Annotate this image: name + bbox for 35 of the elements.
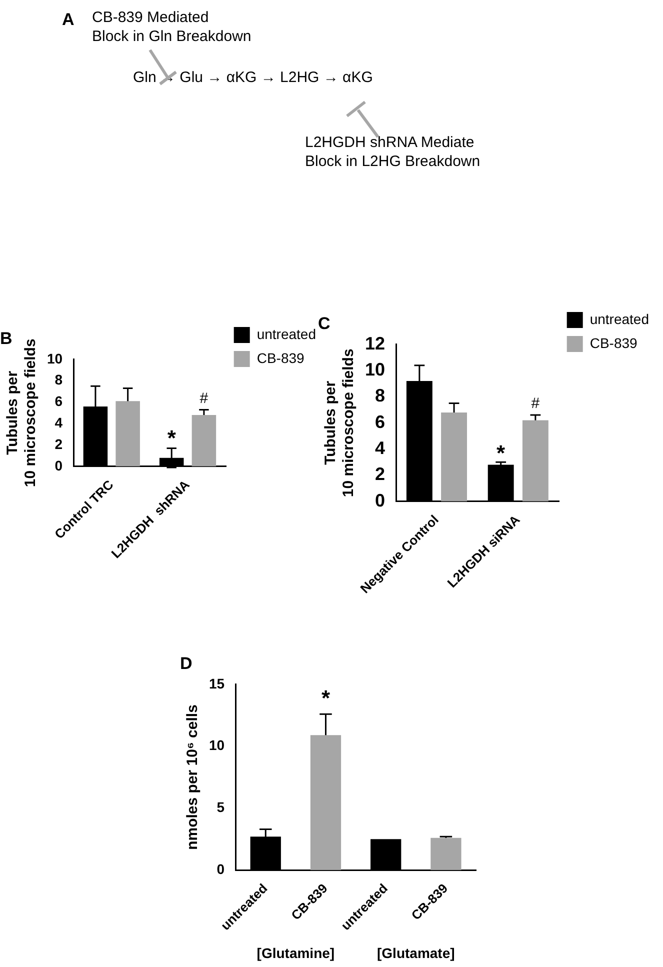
legend-label: CB-839 [256,350,305,366]
y-axis-title: nmoles per 10⁶ cells [184,704,202,850]
text: CB-839 Mediated Block in Gln Breakdown [92,8,252,46]
text: [Glutamate] [376,944,455,961]
y-tick-label: 10 [208,737,225,754]
annotation: # [200,390,209,408]
chart-title: D [180,654,192,673]
y-tick-label: 0 [216,860,225,877]
y-tick-label: 8 [54,372,63,388]
y-tick-label: 0 [375,490,386,510]
y-tick-label: 15 [208,675,225,692]
y-tick-label: 6 [375,412,386,432]
y-tick-label: 4 [54,414,63,430]
y-tick-label: 4 [375,438,386,458]
y-tick-label: 0 [54,457,63,474]
annotation: * [321,685,330,710]
y-tick-label: 2 [375,464,386,484]
text: A [62,10,74,30]
chart-title: C [318,314,330,333]
annotation: # [531,395,540,412]
legend-label: untreated [590,310,650,327]
y-tick-label: 12 [364,333,386,354]
text: L2HGDH shRNA Mediate Block in L2HG Breakdown [305,133,480,171]
text: [Glutamine] [256,944,335,961]
y-tick-label: 8 [375,386,386,406]
y-tick-label: 5 [216,799,225,816]
y-tick-label: 10 [46,350,63,366]
legend-label: CB-839 [590,334,638,351]
annotation: * [496,440,506,466]
annotation: * [167,426,176,451]
y-tick-label: 6 [54,393,63,410]
y-axis-title: Tubules per 10 microscope fields [322,348,358,498]
y-tick-label: 2 [54,436,63,452]
y-tick-label: 10 [364,360,386,380]
legend-label: untreated [256,326,316,342]
